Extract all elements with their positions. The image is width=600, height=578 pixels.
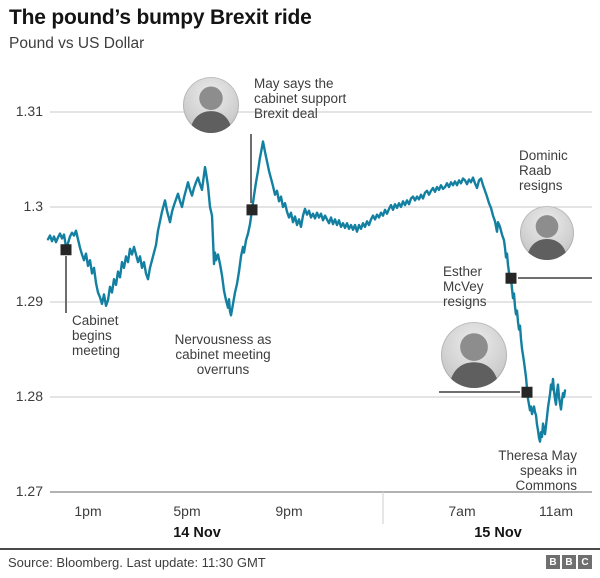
nervousness-overruns-label: Nervousness as cabinet meeting overruns <box>175 332 272 377</box>
bbc-logo-letter: B <box>562 555 576 569</box>
annotation-text-line: Theresa May <box>498 448 577 463</box>
annotation-text-line: Nervousness as <box>174 332 272 347</box>
annotation-text-line: McVey <box>443 279 484 294</box>
person-silhouette-icon <box>526 215 568 260</box>
annotation-text-line: cabinet meeting <box>175 347 271 362</box>
mcvey-resigns-label: Esther McVey resigns <box>443 264 487 309</box>
may-cabinet-support-label: May says the cabinet support Brexit deal <box>254 76 346 121</box>
mcvey-resigns-marker <box>521 386 533 398</box>
cabinet-begins-meeting-label: Cabinet begins meeting <box>72 313 120 358</box>
annotation-text-line: Cabinet <box>72 313 119 328</box>
annotation-text-line: speaks in <box>519 463 577 478</box>
raab-resigns-label: Dominic Raab resigns <box>519 148 568 193</box>
raab-resigns-marker <box>505 272 517 284</box>
annotation-text-line: Commons <box>515 478 577 493</box>
may-speaks-commons-label: Theresa May speaks in Commons <box>498 448 577 493</box>
bbc-logo: B B C <box>546 555 592 569</box>
annotation-text-line: resigns <box>443 294 487 309</box>
annotation-text-line: Raab <box>519 163 552 178</box>
y-tick-label: 1.29 <box>15 293 43 309</box>
y-tick-label: 1.3 <box>23 198 43 214</box>
page-title: The pound’s bumpy Brexit ride <box>9 6 312 29</box>
day-label: 14 Nov <box>173 525 221 541</box>
annotation-text-line: overruns <box>196 362 250 377</box>
footer-divider <box>0 548 600 550</box>
annotation-text-line: begins <box>72 328 112 343</box>
y-tick-label: 1.27 <box>15 483 43 499</box>
x-tick-label: 11am <box>539 503 573 519</box>
bbc-logo-letter: C <box>578 555 592 569</box>
annotation-text-line: resigns <box>519 178 563 193</box>
annotation-text-line: Dominic <box>519 148 568 163</box>
x-tick-label: 9pm <box>275 503 303 519</box>
cabinet-begins-meeting-marker <box>60 244 72 256</box>
day-label: 15 Nov <box>474 525 522 541</box>
chart-subtitle: Pound vs US Dollar <box>9 35 145 52</box>
may-cabinet-support-marker <box>246 204 258 216</box>
annotation-text-line: Esther <box>443 264 483 279</box>
esther-mcvey-photo <box>441 322 507 388</box>
person-silhouette-icon <box>189 86 233 133</box>
annotation-text-line: meeting <box>72 343 121 358</box>
bbc-logo-letter: B <box>546 555 560 569</box>
price-line <box>46 140 567 443</box>
annotation-text-line: cabinet support <box>254 91 347 106</box>
person-silhouette-icon <box>448 333 500 388</box>
theresa-may-photo <box>183 77 239 133</box>
x-tick-label: 5pm <box>173 503 201 519</box>
source-caption: Source: Bloomberg. Last update: 11:30 GM… <box>8 555 266 570</box>
x-tick-label: 7am <box>448 503 476 519</box>
annotation-text-line: Brexit deal <box>254 106 318 121</box>
annotation-text-line: May says the <box>254 76 334 91</box>
y-tick-label: 1.31 <box>15 103 43 119</box>
y-tick-label: 1.28 <box>15 388 43 404</box>
dominic-raab-photo <box>520 206 574 260</box>
x-tick-label: 1pm <box>74 503 102 519</box>
